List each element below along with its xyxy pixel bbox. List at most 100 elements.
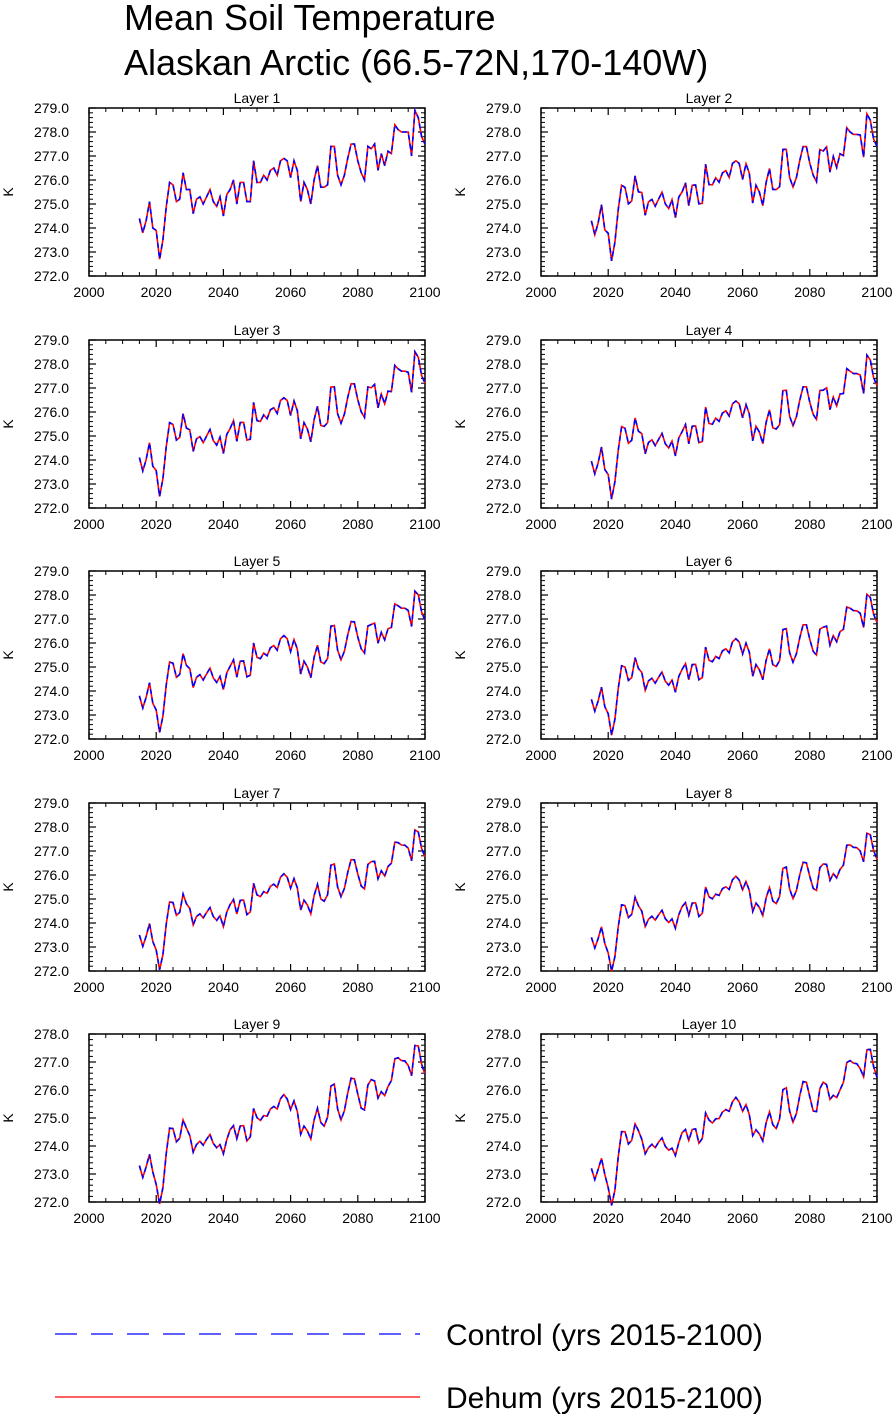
x-tick-label: 2080 [342,516,373,532]
y-axis-label: K [452,650,468,660]
x-tick-label: 2020 [593,284,624,300]
y-tick-label: 276.0 [34,867,69,883]
y-axis-label: K [452,1113,468,1123]
x-tick-label: 2020 [593,516,624,532]
y-tick-label: 275.0 [486,1110,521,1126]
y-tick-label: 278.0 [486,1026,521,1042]
panel-7: Layer 7 272.0 273.0 274.0 275.0 276.0 277.0 278… [0,785,441,995]
x-tick-label: 2020 [141,747,172,763]
x-tick-label: 2060 [727,747,758,763]
x-tick-label: 2000 [525,979,556,995]
y-axis-label: K [0,419,16,429]
x-tick-label: 2000 [73,284,104,300]
x-tick-label: 2100 [409,747,440,763]
y-tick-label: 273.0 [486,476,521,492]
x-tick-label: 2100 [861,516,892,532]
x-tick-label: 2060 [275,284,306,300]
x-tick-label: 2100 [861,979,892,995]
y-tick-label: 276.0 [34,404,69,420]
y-tick-label: 277.0 [486,148,521,164]
y-tick-label: 272.0 [486,500,521,516]
panel-5: Layer 5 272.0 273.0 274.0 275.0 276.0 277.0 278… [0,553,441,763]
x-tick-label: 2000 [525,1210,556,1226]
x-tick-label: 2040 [660,979,691,995]
y-tick-label: 279.0 [486,100,521,116]
y-tick-label: 273.0 [34,939,69,955]
panel-title: Layer 7 [234,785,281,801]
plot-frame [88,339,426,509]
x-tick-label: 2040 [660,516,691,532]
y-tick-label: 273.0 [34,244,69,260]
control-series-line [590,352,878,500]
x-tick-label: 2020 [141,979,172,995]
y-tick-label: 277.0 [486,843,521,859]
y-tick-label: 272.0 [486,268,521,284]
panel-title: Layer 1 [234,90,281,106]
y-tick-label: 278.0 [34,124,69,140]
x-tick-label: 2060 [727,284,758,300]
x-tick-label: 2080 [794,284,825,300]
y-tick-label: 275.0 [486,428,521,444]
dehum-series-line [590,832,878,972]
x-tick-label: 2080 [794,747,825,763]
y-tick-label: 278.0 [486,124,521,140]
panel-title: Layer 10 [682,1016,737,1032]
control-series-line [138,107,426,260]
dehum-series-line [590,1048,878,1206]
x-tick-label: 2020 [593,747,624,763]
dehum-series-line [138,589,426,733]
panel-title: Layer 2 [686,90,733,106]
y-axis-label: K [0,187,16,197]
y-tick-label: 277.0 [34,843,69,859]
control-series-line [590,110,878,262]
x-tick-label: 2060 [275,516,306,532]
y-tick-label: 277.0 [486,380,521,396]
y-tick-label: 275.0 [34,891,69,907]
x-tick-label: 2000 [73,979,104,995]
y-tick-label: 276.0 [34,172,69,188]
y-tick-label: 278.0 [34,356,69,372]
plot-frame [540,802,878,972]
y-tick-label: 272.0 [486,1194,521,1210]
panel-8: Layer 8 272.0 273.0 274.0 275.0 276.0 277.0 278… [452,785,892,995]
y-tick-label: 279.0 [34,100,69,116]
y-tick-label: 277.0 [486,1054,521,1070]
x-tick-label: 2080 [794,516,825,532]
x-tick-label: 2000 [525,516,556,532]
panel-2: Layer 2 272.0 273.0 274.0 275.0 276.0 277.0 278… [452,90,892,300]
dehum-series-line [138,107,426,260]
control-series-line [138,589,426,733]
x-tick-label: 2020 [593,1210,624,1226]
y-tick-label: 276.0 [486,404,521,420]
panel-title: Layer 4 [686,322,733,338]
y-tick-label: 275.0 [34,428,69,444]
y-tick-label: 272.0 [486,963,521,979]
y-tick-label: 276.0 [34,635,69,651]
x-tick-label: 2000 [73,747,104,763]
y-tick-label: 277.0 [34,611,69,627]
y-tick-label: 279.0 [486,563,521,579]
x-tick-label: 2020 [141,284,172,300]
y-tick-label: 276.0 [486,172,521,188]
y-tick-label: 272.0 [34,500,69,516]
y-tick-label: 277.0 [34,380,69,396]
x-tick-label: 2100 [409,284,440,300]
panel-3: Layer 3 272.0 273.0 274.0 275.0 276.0 277.0 278… [0,322,441,532]
x-tick-label: 2020 [593,979,624,995]
y-tick-label: 274.0 [34,1138,69,1154]
y-tick-label: 273.0 [486,939,521,955]
y-tick-label: 275.0 [486,659,521,675]
x-tick-label: 2040 [660,1210,691,1226]
control-series-line [138,828,426,970]
y-tick-label: 279.0 [34,332,69,348]
control-series-line [590,1048,878,1206]
panel-grid: Layer 1 272.0 273.0 274.0 275.0 276.0 277.0 278… [0,90,892,1226]
panel-10: Layer 10 272.0 273.0 274.0 275.0 276.0 277.0 27… [452,1016,892,1226]
control-series-line [138,1044,426,1205]
x-tick-label: 2100 [409,516,440,532]
y-tick-label: 274.0 [486,915,521,931]
y-tick-label: 278.0 [486,819,521,835]
y-tick-label: 278.0 [486,356,521,372]
y-axis-label: K [452,419,468,429]
x-tick-label: 2040 [660,284,691,300]
